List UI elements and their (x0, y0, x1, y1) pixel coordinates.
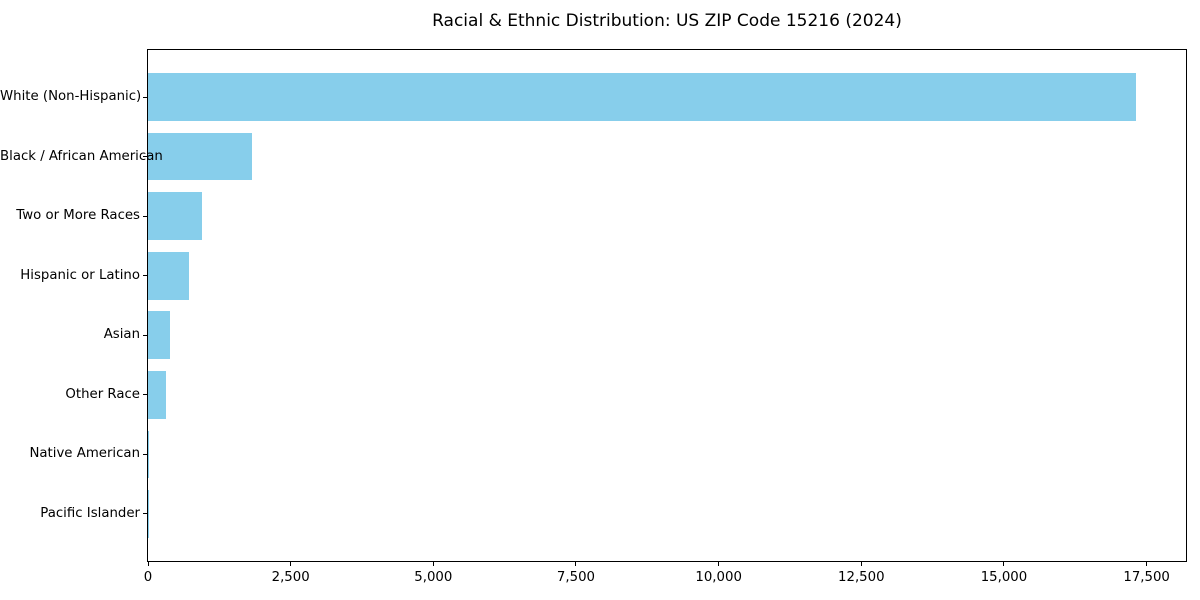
x-tick-mark (1003, 562, 1005, 566)
x-tick-mark (147, 562, 149, 566)
plot-area (147, 49, 1187, 562)
bar-pacific-islander (148, 490, 149, 538)
x-tick-label: 12,500 (838, 570, 885, 585)
bar-native-american (148, 430, 150, 479)
y-tick-mark (143, 215, 147, 217)
x-tick-mark (290, 562, 292, 566)
x-tick-label: 7,500 (556, 570, 596, 585)
y-tick-mark (143, 513, 147, 515)
x-tick-mark (575, 562, 577, 566)
x-tick-mark (718, 562, 720, 566)
bar-black-african-american (148, 132, 252, 181)
bar-white-non-hispanic (148, 73, 1137, 121)
x-tick-label: 5,000 (414, 570, 453, 585)
y-tick-mark (143, 453, 147, 455)
y-tick-label-white-non-hispanic: White (Non-Hispanic) (0, 89, 142, 105)
x-tick-label: 10,000 (695, 570, 742, 585)
bar-hispanic-or-latino (148, 251, 189, 300)
y-tick-label-asian: Asian (103, 327, 140, 343)
x-tick-label: 0 (143, 570, 153, 585)
x-tick-mark (1146, 562, 1148, 566)
y-tick-label-pacific-islander: Pacific Islander (40, 505, 140, 521)
y-tick-label-other-race: Other Race (65, 386, 140, 402)
bar-asian (148, 311, 170, 360)
y-tick-mark (143, 275, 147, 277)
y-tick-mark (143, 96, 147, 98)
y-tick-label-two-or-more-races: Two or More Races (16, 208, 140, 224)
y-tick-mark (143, 334, 147, 336)
chart-title: Racial & Ethnic Distribution: US ZIP Cod… (432, 11, 902, 31)
y-tick-label-black-african-american: Black / African American (0, 148, 163, 164)
y-tick-label-native-american: Native American (29, 446, 140, 462)
y-tick-label-hispanic-or-latino: Hispanic or Latino (20, 267, 140, 283)
x-tick-label: 2,500 (271, 570, 310, 585)
bar-other-race (148, 371, 166, 419)
y-tick-mark (143, 156, 147, 158)
bar-two-or-more-races (148, 192, 203, 240)
x-tick-mark (432, 562, 434, 566)
x-tick-label: 15,000 (980, 570, 1028, 585)
y-tick-mark (143, 394, 147, 396)
x-tick-label: 17,500 (1123, 570, 1170, 585)
x-tick-mark (860, 562, 862, 566)
